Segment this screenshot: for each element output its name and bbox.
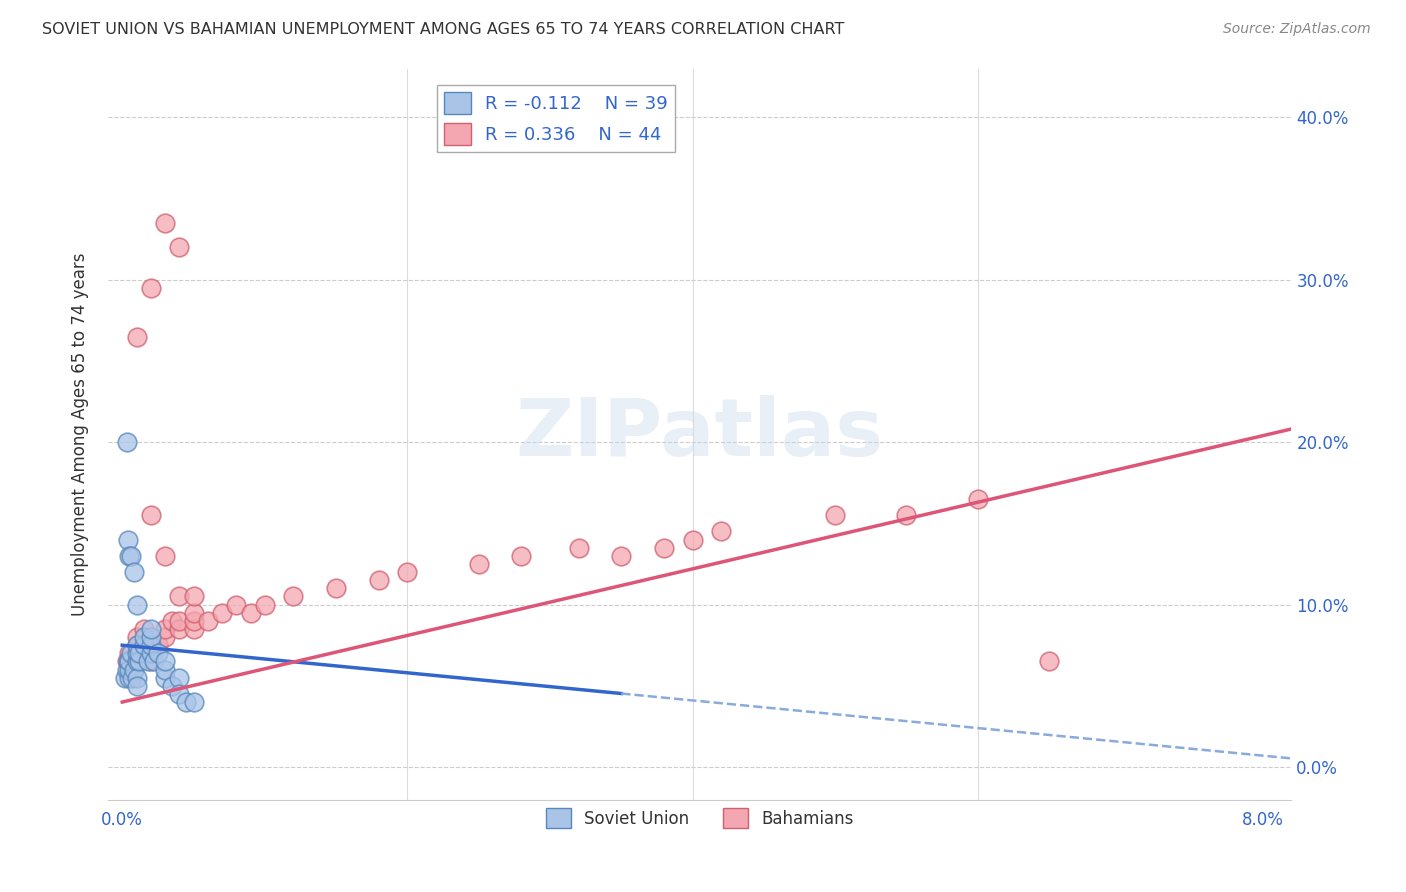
Point — [183, 614, 205, 628]
Point — [169, 622, 191, 636]
Point — [396, 565, 419, 579]
Point — [118, 671, 141, 685]
Legend: Soviet Union, Bahamians: Soviet Union, Bahamians — [540, 801, 860, 835]
Point — [225, 598, 247, 612]
Point — [117, 655, 139, 669]
Point — [122, 565, 145, 579]
Point — [139, 622, 162, 636]
Point — [136, 655, 159, 669]
Point — [153, 549, 176, 563]
Point — [120, 549, 142, 563]
Point — [117, 533, 139, 547]
Point — [567, 541, 589, 555]
Point — [211, 606, 233, 620]
Point — [160, 614, 183, 628]
Point — [128, 655, 150, 669]
Point — [125, 329, 148, 343]
Point — [966, 491, 988, 506]
Point — [118, 655, 141, 669]
Point — [125, 630, 148, 644]
Point — [253, 598, 276, 612]
Point — [176, 695, 198, 709]
Point — [197, 614, 219, 628]
Point — [115, 435, 138, 450]
Point — [169, 687, 191, 701]
Point — [115, 655, 138, 669]
Point — [120, 646, 142, 660]
Point — [169, 240, 191, 254]
Point — [132, 622, 155, 636]
Point — [146, 638, 169, 652]
Point — [125, 671, 148, 685]
Text: Source: ZipAtlas.com: Source: ZipAtlas.com — [1223, 22, 1371, 37]
Text: SOVIET UNION VS BAHAMIAN UNEMPLOYMENT AMONG AGES 65 TO 74 YEARS CORRELATION CHAR: SOVIET UNION VS BAHAMIAN UNEMPLOYMENT AM… — [42, 22, 845, 37]
Point — [183, 590, 205, 604]
Text: ZIPatlas: ZIPatlas — [516, 395, 884, 473]
Point — [142, 655, 165, 669]
Point — [239, 606, 262, 620]
Point — [153, 622, 176, 636]
Point — [125, 655, 148, 669]
Point — [610, 549, 633, 563]
Point — [183, 695, 205, 709]
Point — [153, 216, 176, 230]
Point — [710, 524, 733, 539]
Point — [183, 622, 205, 636]
Point — [139, 630, 162, 644]
Point — [132, 638, 155, 652]
Point — [169, 590, 191, 604]
Point — [153, 655, 176, 669]
Point — [325, 582, 347, 596]
Point — [125, 646, 148, 660]
Point — [132, 630, 155, 644]
Point — [139, 646, 162, 660]
Point — [121, 671, 143, 685]
Point — [169, 671, 191, 685]
Point — [153, 663, 176, 677]
Y-axis label: Unemployment Among Ages 65 to 74 years: Unemployment Among Ages 65 to 74 years — [72, 252, 89, 615]
Point — [510, 549, 533, 563]
Point — [169, 614, 191, 628]
Point — [139, 646, 162, 660]
Point — [367, 573, 389, 587]
Point — [160, 679, 183, 693]
Point — [139, 655, 162, 669]
Point — [1038, 655, 1060, 669]
Point — [125, 638, 148, 652]
Point — [114, 671, 136, 685]
Point — [139, 508, 162, 523]
Point — [139, 638, 162, 652]
Point — [153, 630, 176, 644]
Point — [824, 508, 846, 523]
Point — [183, 606, 205, 620]
Point — [146, 646, 169, 660]
Point — [139, 281, 162, 295]
Point — [125, 638, 148, 652]
Point — [122, 663, 145, 677]
Point — [283, 590, 305, 604]
Point — [125, 679, 148, 693]
Point — [118, 663, 141, 677]
Point — [467, 557, 489, 571]
Point — [118, 549, 141, 563]
Point — [128, 646, 150, 660]
Point — [682, 533, 704, 547]
Point — [118, 646, 141, 660]
Point — [896, 508, 918, 523]
Point — [652, 541, 675, 555]
Point — [153, 671, 176, 685]
Point — [125, 598, 148, 612]
Point — [115, 663, 138, 677]
